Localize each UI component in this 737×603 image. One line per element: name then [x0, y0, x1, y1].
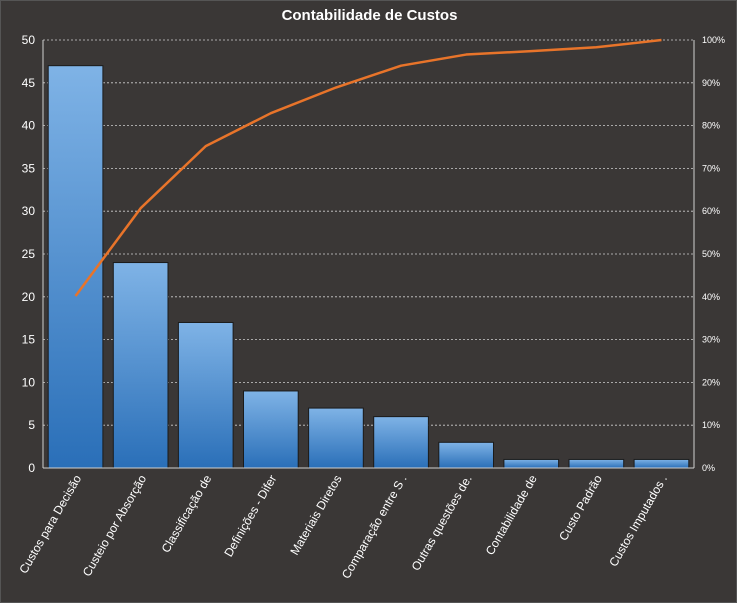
bar	[568, 458, 625, 469]
y2-tick-label: 90%	[702, 78, 720, 88]
x-tick-label: Custeio por Absorção	[80, 472, 150, 579]
y2-tick-label: 60%	[702, 206, 720, 216]
x-tick-label: Comparação entre S .	[339, 473, 410, 582]
bar	[308, 407, 364, 469]
bar	[177, 321, 234, 469]
y-tick-label: 0	[28, 461, 35, 475]
y-tick-label: 35	[22, 161, 36, 175]
y-tick-label: 30	[22, 204, 36, 218]
bar	[47, 65, 104, 469]
y2-tick-label: 50%	[702, 249, 720, 259]
y-tick-label: 5	[28, 418, 35, 432]
x-tick-label: Definições - Difer	[221, 473, 279, 560]
cumulative-line	[74, 38, 662, 297]
y2-tick-label: 0%	[702, 463, 715, 473]
y2-tick-label: 10%	[702, 420, 720, 430]
bar	[633, 458, 690, 469]
y-tick-label: 50	[22, 33, 36, 47]
bar	[243, 390, 299, 469]
y-tick-label: 25	[22, 247, 36, 261]
y2-tick-label: 100%	[702, 35, 725, 45]
x-tick-label: Custo Padrão	[556, 472, 605, 543]
y2-tick-label: 40%	[702, 292, 720, 302]
y-tick-label: 45	[22, 76, 36, 90]
x-tick-label: Classificação de	[159, 472, 215, 555]
y-tick-label: 20	[22, 290, 36, 304]
y2-tick-label: 80%	[702, 121, 720, 131]
y2-tick-label: 70%	[702, 163, 720, 173]
bar	[112, 262, 169, 469]
bar	[373, 416, 429, 469]
x-tick-label: Custos Imputados .	[606, 473, 670, 570]
bar	[503, 458, 560, 469]
x-tick-label: Custos para Decisão	[16, 472, 84, 576]
chart-title: Contabilidade de Custos	[281, 7, 458, 24]
x-tick-label: Contabilidade de	[483, 472, 540, 557]
y-tick-label: 10	[22, 375, 36, 389]
y2-tick-label: 20%	[702, 377, 720, 387]
bar	[438, 441, 494, 469]
y-tick-label: 40	[22, 119, 36, 133]
y-tick-label: 15	[22, 333, 36, 347]
y2-tick-label: 30%	[702, 335, 720, 345]
x-tick-label: Outras questões de.	[409, 473, 475, 574]
x-tick-label: Materiais Diretos	[287, 473, 344, 558]
